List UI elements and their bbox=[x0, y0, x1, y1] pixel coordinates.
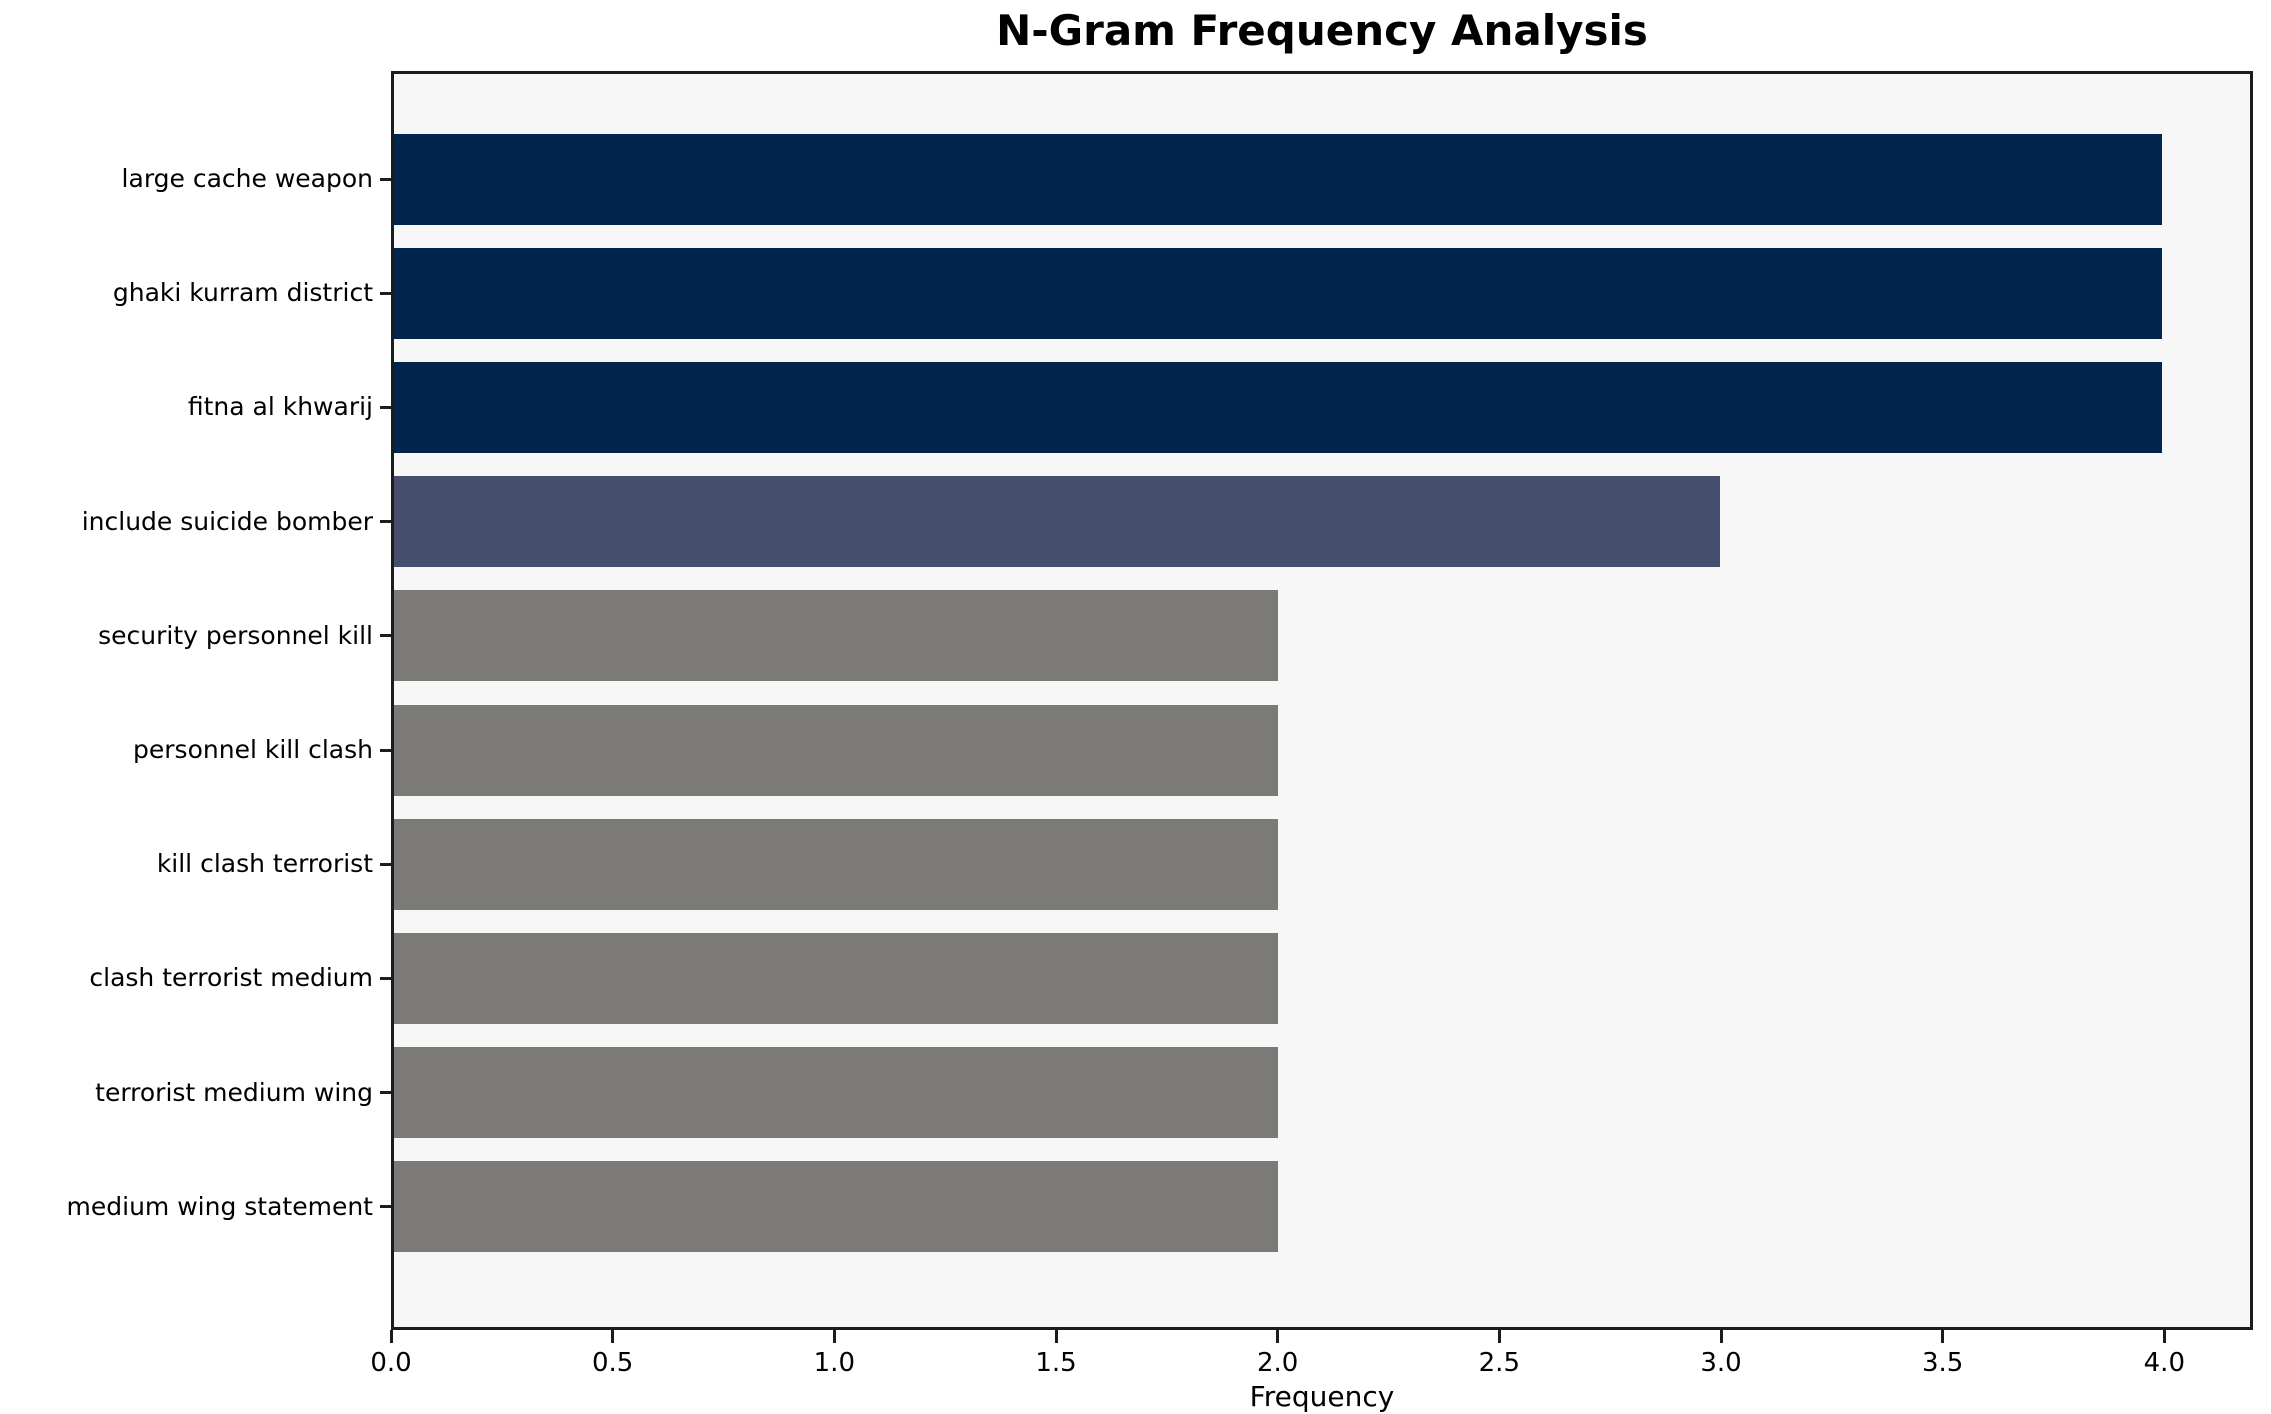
x-tick-label: 1.5 bbox=[1035, 1348, 1077, 1378]
bar bbox=[394, 704, 1278, 796]
x-tick-mark bbox=[1054, 1330, 1058, 1343]
y-tick-label: include suicide bomber bbox=[81, 506, 373, 536]
y-tick-mark bbox=[380, 177, 391, 181]
bar bbox=[394, 247, 2162, 339]
x-axis-title: Frequency bbox=[1249, 1380, 1395, 1413]
y-tick-mark bbox=[380, 1205, 391, 1209]
y-tick-label: fitna al khwarij bbox=[187, 392, 373, 422]
x-tick-label: 2.5 bbox=[1478, 1348, 1520, 1378]
y-tick-label: ghaki kurram district bbox=[112, 278, 373, 308]
x-tick-label: 3.0 bbox=[1700, 1348, 1742, 1378]
y-tick-mark bbox=[380, 405, 391, 409]
bar bbox=[394, 590, 1278, 682]
bar bbox=[394, 361, 2162, 453]
x-tick-mark bbox=[1941, 1330, 1945, 1343]
y-tick-label: kill clash terrorist bbox=[156, 849, 373, 879]
x-tick-mark bbox=[2162, 1330, 2166, 1343]
y-tick-mark bbox=[380, 1091, 391, 1095]
y-tick-label: large cache weapon bbox=[121, 164, 373, 193]
x-tick-label: 0.0 bbox=[370, 1348, 412, 1378]
bar bbox=[394, 1161, 1278, 1253]
chart-title: N-Gram Frequency Analysis bbox=[996, 6, 1648, 55]
y-tick-mark bbox=[380, 520, 391, 524]
bar bbox=[394, 1047, 1278, 1139]
x-tick-label: 2.0 bbox=[1256, 1348, 1299, 1378]
x-tick-mark bbox=[389, 1330, 393, 1343]
x-tick-label: 0.5 bbox=[591, 1348, 634, 1378]
bar bbox=[394, 932, 1278, 1024]
x-tick-mark bbox=[611, 1330, 615, 1343]
y-tick-mark bbox=[380, 976, 391, 980]
x-tick-mark bbox=[832, 1330, 836, 1343]
x-tick-mark bbox=[1276, 1330, 1280, 1343]
y-tick-mark bbox=[380, 634, 391, 638]
y-tick-label: security personnel kill bbox=[98, 620, 373, 650]
x-tick-label: 3.5 bbox=[1921, 1348, 1964, 1378]
y-tick-label: medium wing statement bbox=[66, 1191, 373, 1221]
x-tick-label: 4.0 bbox=[2143, 1348, 2185, 1378]
y-tick-mark bbox=[380, 862, 391, 866]
y-tick-label: clash terrorist medium bbox=[89, 963, 373, 993]
bar bbox=[394, 818, 1278, 910]
y-tick-label: terrorist medium wing bbox=[95, 1077, 373, 1107]
plot-area bbox=[391, 71, 2253, 1330]
bar bbox=[394, 133, 2162, 225]
x-tick-mark bbox=[1719, 1330, 1723, 1343]
x-tick-mark bbox=[1497, 1330, 1501, 1343]
y-tick-mark bbox=[380, 291, 391, 295]
x-tick-label: 1.0 bbox=[813, 1348, 855, 1378]
y-tick-label: personnel kill clash bbox=[133, 735, 373, 764]
bar bbox=[394, 476, 1720, 568]
y-tick-mark bbox=[380, 748, 391, 752]
